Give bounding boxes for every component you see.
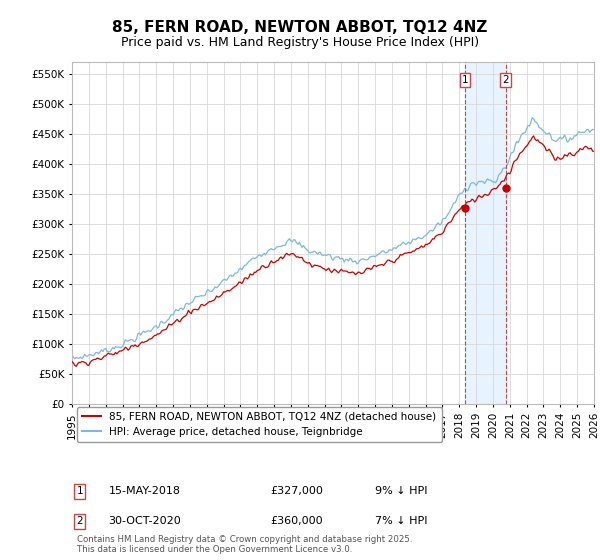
Text: 85, FERN ROAD, NEWTON ABBOT, TQ12 4NZ: 85, FERN ROAD, NEWTON ABBOT, TQ12 4NZ [112,20,488,35]
Text: 2: 2 [502,74,509,85]
Text: £327,000: £327,000 [271,487,323,496]
Text: 1: 1 [461,74,468,85]
Text: 2: 2 [77,516,83,526]
Bar [465,62,506,404]
Text: 7% ↓ HPI: 7% ↓ HPI [375,516,427,526]
Text: 30-OCT-2020: 30-OCT-2020 [109,516,181,526]
Text: 15-MAY-2018: 15-MAY-2018 [109,487,181,496]
Text: Price paid vs. HM Land Registry's House Price Index (HPI): Price paid vs. HM Land Registry's House … [121,36,479,49]
Text: 9% ↓ HPI: 9% ↓ HPI [375,487,427,496]
Text: Contains HM Land Registry data © Crown copyright and database right 2025.
This d: Contains HM Land Registry data © Crown c… [77,535,413,554]
Legend: 85, FERN ROAD, NEWTON ABBOT, TQ12 4NZ (detached house), HPI: Average price, deta: 85, FERN ROAD, NEWTON ABBOT, TQ12 4NZ (d… [77,407,442,442]
Text: £360,000: £360,000 [271,516,323,526]
Text: 1: 1 [77,487,83,496]
